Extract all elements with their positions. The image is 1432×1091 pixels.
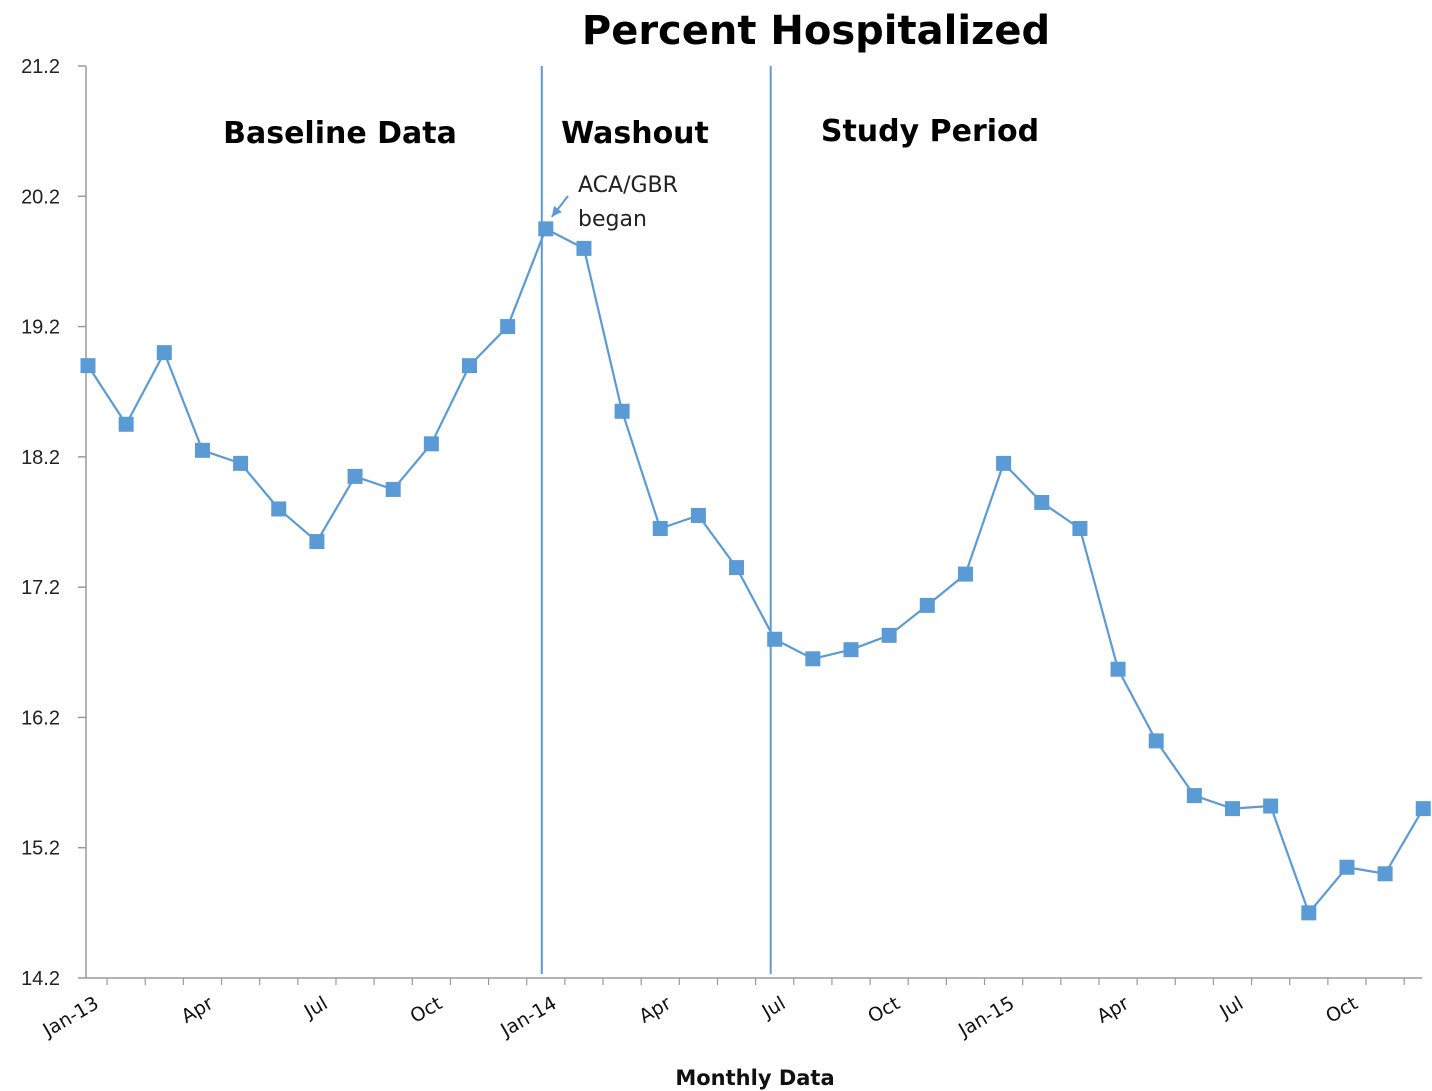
x-axis-label: Monthly Data	[675, 1066, 834, 1090]
data-point	[805, 651, 821, 667]
data-point	[919, 597, 935, 613]
data-point	[881, 627, 897, 643]
data-point	[843, 642, 859, 658]
x-tick-label: Jan-14	[496, 992, 560, 1042]
chart-title: Percent Hospitalized	[582, 8, 1050, 54]
data-point	[690, 507, 706, 523]
series-points	[80, 221, 1431, 921]
x-tick-label: Oct	[1322, 992, 1361, 1027]
data-point	[1110, 661, 1126, 677]
x-tick-label: Apr	[635, 992, 675, 1028]
series-line-group	[87, 227, 1425, 914]
data-point	[462, 358, 477, 374]
annotation-line-1: ACA/GBR	[578, 173, 678, 198]
data-point	[652, 521, 668, 537]
data-point	[767, 631, 783, 647]
data-point	[271, 501, 287, 517]
data-point	[347, 468, 363, 484]
x-tick-label: Oct	[407, 992, 446, 1027]
data-point	[1225, 801, 1240, 817]
x-tick-label: Jan-15	[954, 992, 1018, 1042]
annotation: ACA/GBR began	[551, 173, 678, 232]
data-point	[996, 455, 1012, 471]
x-tick-label: Jul	[758, 992, 790, 1023]
data-point	[1339, 859, 1355, 875]
data-point	[1377, 866, 1393, 882]
data-point	[1415, 801, 1431, 817]
data-point	[156, 345, 172, 361]
y-tick-label: 21.2	[21, 56, 60, 78]
phase-label-study-period: Study Period	[821, 114, 1039, 149]
x-tick-label: Jul	[1215, 992, 1247, 1023]
y-tick-label: 14.2	[21, 968, 60, 990]
data-point	[233, 455, 249, 471]
data-point	[614, 403, 630, 419]
data-point	[1263, 798, 1279, 814]
data-point	[309, 534, 325, 550]
data-point	[1186, 788, 1202, 804]
y-tick-label: 15.2	[21, 838, 60, 860]
data-point	[194, 442, 210, 458]
annotation-line-2: began	[578, 207, 647, 232]
phase-label-baseline: Baseline Data	[223, 116, 457, 151]
x-tick-label: Apr	[1093, 992, 1133, 1028]
data-point	[500, 319, 516, 335]
x-tick-label: Jan-13	[39, 992, 103, 1042]
axes	[85, 66, 1422, 979]
series-line	[87, 227, 1425, 914]
data-point	[576, 240, 592, 256]
phase-label-washout: Washout	[561, 116, 709, 151]
data-point	[957, 566, 973, 582]
annotation-arrowhead	[551, 205, 562, 217]
x-tick-label: Oct	[864, 992, 903, 1027]
phase-labels: Baseline Data Washout Study Period	[223, 114, 1039, 151]
data-point	[423, 436, 439, 452]
data-point	[385, 481, 401, 497]
data-point	[80, 358, 96, 374]
data-point	[729, 560, 745, 576]
y-tick-label: 19.2	[21, 317, 60, 339]
x-tick-label: Apr	[178, 992, 218, 1028]
x-axis-ticks: Jan-13 Apr Jul Oct Jan-14 Apr Jul Oct Jan-15 Apr J…	[39, 978, 1405, 1042]
data-point	[1072, 521, 1088, 537]
y-axis-ticks: 14.2 15.2 16.2 17.2 18.2 19.2 20.2 21.2	[21, 56, 86, 990]
y-tick-label: 16.2	[21, 707, 60, 729]
y-tick-label: 18.2	[21, 447, 60, 469]
phase-dividers	[540, 66, 772, 974]
data-point	[118, 416, 134, 432]
data-point	[1301, 905, 1317, 921]
y-tick-label: 20.2	[21, 186, 60, 208]
data-point	[538, 221, 554, 237]
x-tick-label: Jul	[300, 992, 332, 1023]
data-point	[1034, 494, 1050, 510]
data-point	[1148, 733, 1164, 749]
y-tick-label: 17.2	[21, 577, 60, 599]
